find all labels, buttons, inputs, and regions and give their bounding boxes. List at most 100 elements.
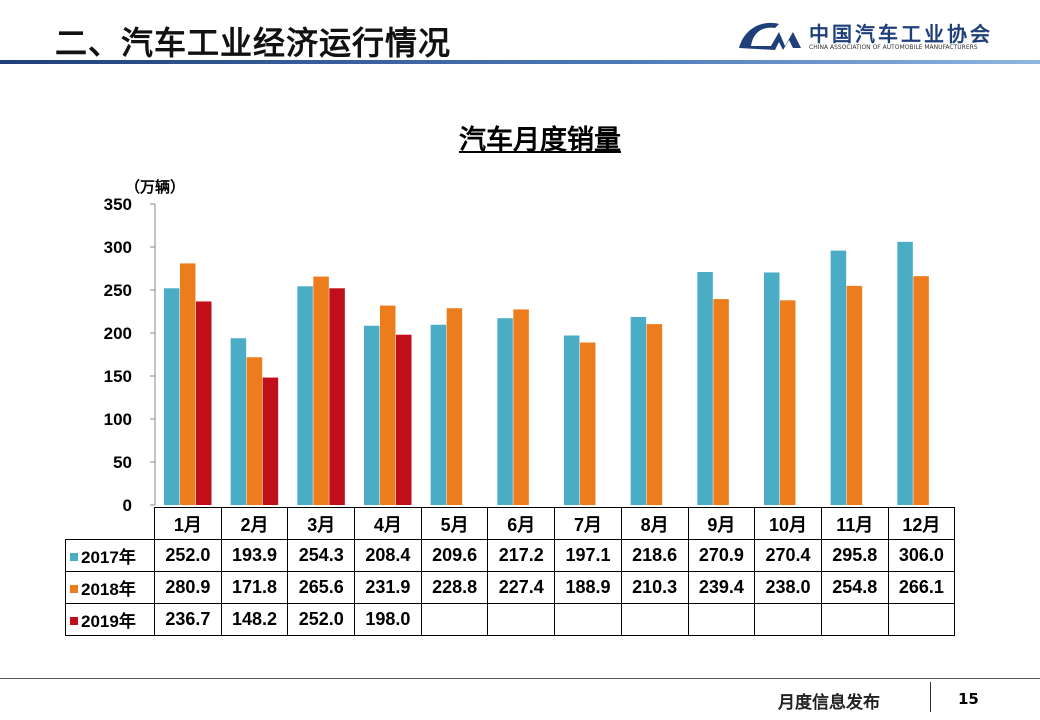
table-cell: 280.9 [154,571,222,604]
cam-logo-icon [739,22,801,50]
legend-swatch-icon [70,617,78,625]
slide-title: 二、汽车工业经济运行情况 [55,24,452,62]
bar-2019年-1月 [196,301,212,505]
table-header-month: 4月 [354,507,422,540]
table-corner [65,507,155,540]
series-label: 2017年 [65,539,155,572]
bar-2018年-12月 [913,276,929,505]
bar-2017年-4月 [364,325,380,505]
table-header-month: 12月 [887,507,956,540]
table-cell: 270.4 [754,539,822,572]
table-header-month: 7月 [554,507,622,540]
logo-english-name: CHINA ASSOCIATION OF AUTOMOBILE MANUFACT… [809,44,978,51]
table-cell: 218.6 [620,539,689,572]
y-tick-label: 100 [104,410,132,429]
table-header-month: 5月 [420,507,489,540]
bar-2017年-11月 [830,250,847,505]
table-cell: 252.0 [287,603,356,636]
table-cell: 236.7 [154,603,222,636]
bar-2017年-9月 [697,272,713,505]
series-name: 2017年 [81,548,136,567]
data-table: 1月 2月 3月 4月 5月 6月 7月 8月 9月 10月 11月 12月 2017年 252.0 19… [65,507,956,636]
table-cell: 254.8 [820,571,889,604]
table-header-month: 9月 [687,507,756,540]
bar-2017年-5月 [430,324,447,505]
bar-2017年-12月 [897,241,913,505]
footer-separator [930,682,931,712]
table-cell: 209.6 [420,539,489,572]
series-name: 2019年 [81,612,136,631]
table-cell: 231.9 [354,571,422,604]
table-cell: 171.8 [220,571,289,604]
series-label: 2018年 [65,571,155,604]
table-cell: 266.1 [887,571,956,604]
y-tick-label: 150 [104,367,132,386]
bar-2017年-1月 [164,288,180,505]
y-axis-unit: （万辆） [125,178,186,196]
table-header-month: 8月 [620,507,689,540]
table-cell: 295.8 [820,539,889,572]
bar-2018年-9月 [713,299,729,505]
bar-2017年-8月 [630,317,647,505]
table-header-month: 6月 [487,507,556,540]
series-label: 2019年 [65,603,155,636]
table-cell: 217.2 [487,539,556,572]
table-cell [554,603,622,636]
bar-2019年-3月 [329,288,345,505]
table-cell: 270.9 [687,539,756,572]
table-cell: 198.0 [354,603,422,636]
bar-2018年-3月 [313,276,329,505]
bar-2017年-2月 [230,338,247,505]
table-cell: 188.9 [554,571,622,604]
caam-logo: 中国汽车工业协会 CHINA ASSOCIATION OF AUTOMOBILE… [735,16,1005,56]
bar-2018年-8月 [646,324,663,505]
table-cell: 148.2 [220,603,289,636]
bar-2017年-6月 [497,318,513,505]
y-tick-label: 200 [104,324,132,343]
table-cell: 193.9 [220,539,289,572]
bar-2017年-7月 [564,335,580,505]
table-header-month: 3月 [287,507,356,540]
table-cell: 210.3 [620,571,689,604]
table-cell [487,603,556,636]
table-cell [687,603,756,636]
table-row: 2019年 236.7 148.2 252.0 198.0 [65,603,956,636]
bar-2018年-5月 [446,308,463,505]
table-cell [754,603,822,636]
y-tick-label: 300 [104,238,132,257]
chart-title: 汽车月度销量 [459,125,621,156]
legend-swatch-icon [70,585,78,593]
bar-2018年-7月 [580,342,596,505]
header-divider [0,60,1040,64]
bar-2017年-10月 [764,272,780,505]
bar-2018年-10月 [780,300,796,505]
footer-divider [0,678,1040,679]
table-cell: 252.0 [154,539,222,572]
table-header-month: 2月 [220,507,289,540]
table-row: 2018年 280.9 171.8 265.6 231.9 228.8 227.4 188.9… [65,571,956,604]
bar-2018年-6月 [513,309,529,505]
table-cell: 228.8 [420,571,489,604]
table-cell: 254.3 [287,539,356,572]
table-header-month: 10月 [754,507,822,540]
bar-2018年-2月 [246,357,263,505]
table-cell [620,603,689,636]
table-cell [887,603,956,636]
table-cell [420,603,489,636]
y-tick-label: 350 [104,195,132,214]
y-tick-label: 250 [104,281,132,300]
table-cell: 238.0 [754,571,822,604]
table-cell: 239.4 [687,571,756,604]
bar-2019年-2月 [262,377,279,505]
footer-text: 月度信息发布 [778,693,880,713]
table-row: 2017年 252.0 193.9 254.3 208.4 209.6 217.2 197.1… [65,539,956,572]
bar-2017年-3月 [297,286,313,505]
series-name: 2018年 [81,580,136,599]
table-cell [820,603,889,636]
table-cell: 208.4 [354,539,422,572]
bar-2019年-4月 [396,334,412,505]
table-header-month: 1月 [154,507,222,540]
y-tick-label: 0 [123,496,132,515]
page-number: 15 [958,690,979,708]
